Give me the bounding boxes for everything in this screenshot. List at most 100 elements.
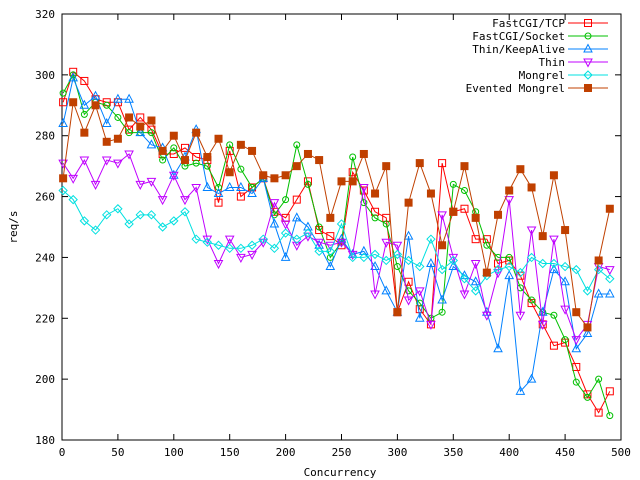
data-point-mongrel xyxy=(381,255,391,266)
data-point-thin xyxy=(168,171,179,181)
data-point-evented-mongrel xyxy=(59,174,68,183)
data-point-evented-mongrel xyxy=(69,98,78,107)
data-point-evented-mongrel xyxy=(292,162,301,171)
data-point-fastcgi-socket xyxy=(114,113,122,121)
data-point-mongrel xyxy=(571,264,581,275)
data-point-fastcgi-tcp xyxy=(59,98,68,107)
y-tick-label: 280 xyxy=(35,130,55,143)
data-point-mongrel xyxy=(448,255,459,266)
data-point-mongrel xyxy=(549,258,559,269)
data-point-mongrel xyxy=(470,286,481,296)
data-point-mongrel xyxy=(370,249,380,260)
data-point-fastcgi-tcp xyxy=(326,232,335,241)
data-point-fastcgi-tcp xyxy=(80,76,89,85)
data-point-fastcgi-socket xyxy=(494,253,502,261)
data-point-evented-mongrel xyxy=(158,146,167,155)
data-point-evented-mongrel xyxy=(594,256,603,265)
data-point-thin-keepalive xyxy=(90,90,101,100)
data-point-fastcgi-tcp xyxy=(214,198,223,207)
data-point-fastcgi-tcp xyxy=(438,159,447,168)
x-tick-label: 250 xyxy=(332,446,352,459)
data-point-evented-mongrel xyxy=(415,159,424,168)
data-point-evented-mongrel xyxy=(516,165,525,174)
data-point-evented-mongrel xyxy=(426,189,435,198)
data-point-fastcgi-tcp xyxy=(136,113,145,122)
data-point-evented-mongrel xyxy=(303,149,312,158)
data-point-mongrel xyxy=(258,234,268,244)
data-point-evented-mongrel xyxy=(102,137,111,146)
data-point-mongrel xyxy=(336,219,347,229)
data-point-evented-mongrel xyxy=(359,149,368,158)
data-point-thin xyxy=(314,238,324,248)
data-point-mongrel xyxy=(347,252,358,263)
data-point-thin xyxy=(604,266,615,276)
x-tick-label: 350 xyxy=(443,446,463,459)
data-point-thin-keepalive xyxy=(448,260,459,271)
data-point-evented-mongrel xyxy=(326,213,335,222)
data-point-fastcgi-socket xyxy=(203,162,211,170)
data-point-thin-keepalive xyxy=(79,99,90,109)
data-point-fastcgi-socket xyxy=(528,296,536,304)
x-tick-label: 300 xyxy=(387,446,407,459)
series-mongrel xyxy=(58,185,615,296)
data-point-evented-mongrel xyxy=(248,146,257,155)
data-point-fastcgi-socket xyxy=(438,308,446,316)
data-point-mongrel xyxy=(526,252,537,263)
series-group xyxy=(58,67,615,420)
data-point-evented-mongrel xyxy=(315,156,324,165)
data-point-fastcgi-socket xyxy=(349,153,357,161)
data-point-thin xyxy=(537,320,548,330)
y-tick-label: 180 xyxy=(35,434,55,447)
data-point-evented-mongrel xyxy=(348,177,357,186)
series-line-thin xyxy=(62,153,610,341)
data-point-mongrel xyxy=(415,261,425,272)
data-point-mongrel xyxy=(124,219,134,229)
data-point-thin xyxy=(68,174,79,184)
data-point-mongrel xyxy=(325,246,336,257)
data-point-thin-keepalive xyxy=(58,117,68,128)
data-point-mongrel xyxy=(359,252,369,263)
data-point-thin-keepalive xyxy=(269,218,280,228)
data-point-evented-mongrel xyxy=(136,122,145,131)
data-point-evented-mongrel xyxy=(404,198,413,207)
x-axis-label: Concurrency xyxy=(304,466,377,479)
data-point-thin-keepalive xyxy=(314,239,324,249)
legend-label: Thin xyxy=(539,56,566,69)
data-point-thin xyxy=(560,305,570,315)
data-point-evented-mongrel xyxy=(382,162,391,171)
data-point-mongrel xyxy=(437,264,447,275)
legend-swatch-marker xyxy=(584,19,592,27)
data-point-mongrel xyxy=(202,237,213,247)
data-point-evented-mongrel xyxy=(527,183,536,192)
data-point-thin-keepalive xyxy=(325,260,336,271)
data-point-thin-keepalive xyxy=(426,257,436,268)
data-point-fastcgi-socket xyxy=(606,412,614,420)
y-tick-label: 200 xyxy=(35,373,55,386)
data-point-fastcgi-socket xyxy=(103,101,111,109)
data-point-fastcgi-socket xyxy=(215,183,223,191)
data-point-mongrel xyxy=(236,243,246,254)
legend-entry-evented-mongrel: Evented Mongrel xyxy=(466,82,608,95)
data-point-thin xyxy=(124,150,134,160)
data-point-evented-mongrel xyxy=(471,213,480,222)
legend-label: FastCGI/TCP xyxy=(492,17,565,30)
data-point-thin-keepalive xyxy=(403,230,414,240)
data-point-thin-keepalive xyxy=(526,373,537,383)
data-point-fastcgi-socket xyxy=(483,241,491,249)
data-point-thin-keepalive xyxy=(202,181,213,191)
legend-entry-mongrel: Mongrel xyxy=(519,69,608,82)
legend-swatch-marker xyxy=(584,84,592,92)
data-point-thin xyxy=(437,211,447,221)
data-point-thin xyxy=(280,220,291,230)
data-point-mongrel xyxy=(247,240,257,250)
data-point-thin xyxy=(157,196,168,206)
data-point-thin-keepalive xyxy=(515,385,526,395)
data-point-fastcgi-socket xyxy=(561,336,569,344)
data-point-mongrel xyxy=(58,185,68,196)
data-point-evented-mongrel xyxy=(482,268,491,277)
data-point-thin-keepalive xyxy=(437,294,447,304)
data-point-evented-mongrel xyxy=(561,226,570,235)
data-point-thin-keepalive xyxy=(504,270,515,280)
data-point-thin xyxy=(269,199,280,209)
